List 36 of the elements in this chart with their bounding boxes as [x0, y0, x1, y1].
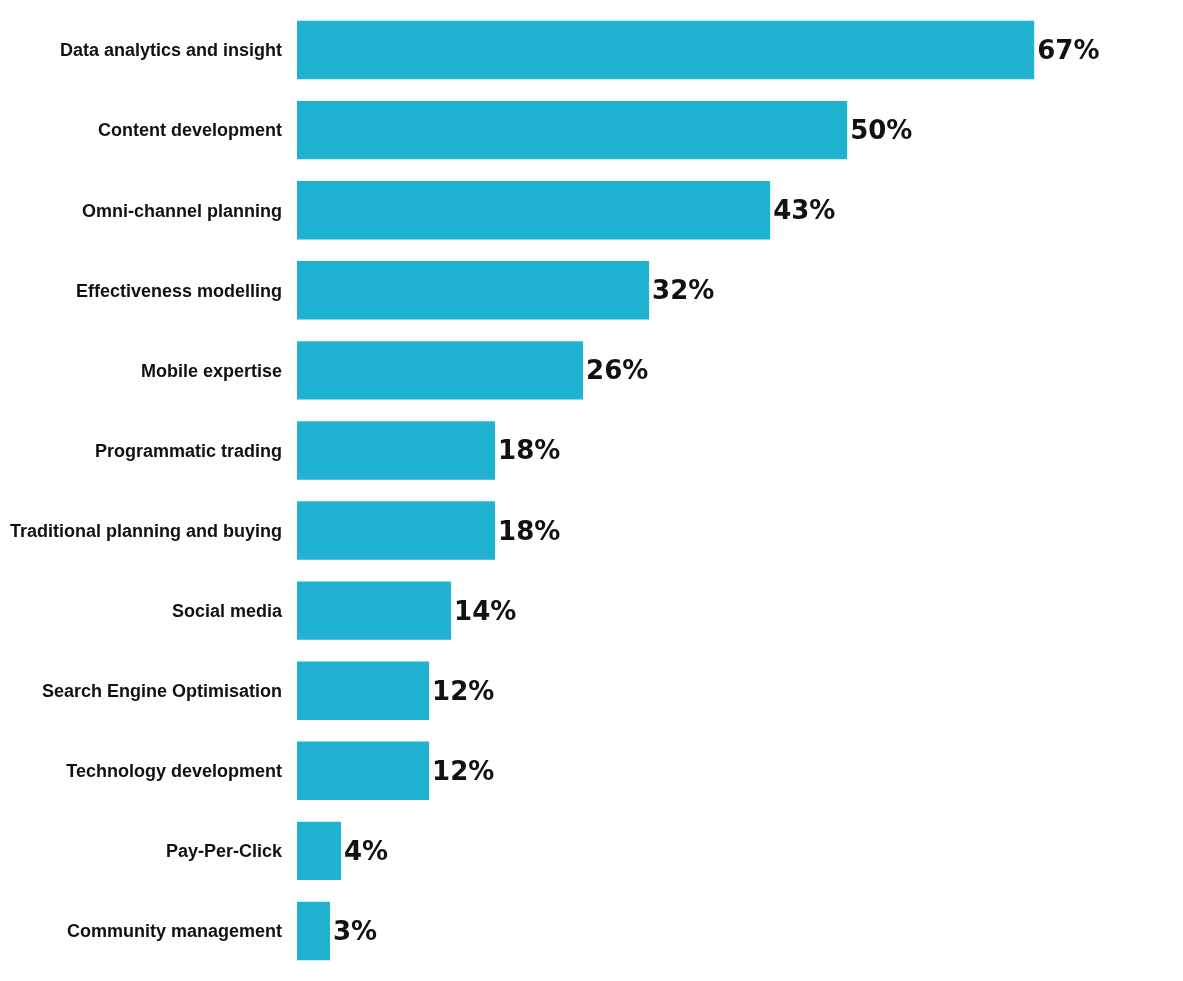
- data-label: 43%: [773, 195, 836, 226]
- data-label: 67%: [1037, 35, 1100, 66]
- bar: [297, 341, 584, 400]
- y-tick-label: Content development: [97, 120, 282, 141]
- bar: [297, 261, 650, 320]
- bar: [297, 581, 452, 640]
- y-tick-label: Programmatic trading: [94, 440, 282, 461]
- bar: [297, 501, 496, 560]
- data-label: 50%: [850, 115, 913, 146]
- y-tick-label: Social media: [171, 600, 283, 621]
- y-tick-label: Pay-Per-Click: [165, 841, 283, 862]
- data-label: 18%: [498, 435, 561, 466]
- data-label: 18%: [498, 515, 561, 546]
- y-tick-label: Community management: [66, 921, 282, 942]
- data-label: 14%: [454, 595, 517, 626]
- y-tick-label: Omni-channel planning: [81, 200, 282, 221]
- y-tick-label: Effectiveness modelling: [75, 280, 282, 301]
- y-tick-label: Technology development: [66, 761, 282, 782]
- bar: [297, 741, 430, 801]
- bar: [297, 100, 848, 160]
- data-label: 12%: [432, 755, 495, 786]
- y-tick-label: Search Engine Optimisation: [41, 681, 282, 702]
- bar: [297, 20, 1035, 80]
- y-tick-label: Mobile expertise: [140, 360, 282, 381]
- bar: [297, 180, 771, 240]
- bar: [297, 421, 496, 480]
- y-tick-label: Data analytics and insight: [59, 40, 282, 61]
- bar: [297, 661, 430, 720]
- y-tick-label: Traditional planning and buying: [10, 520, 282, 541]
- data-label: 26%: [586, 355, 649, 386]
- bar: [297, 821, 342, 881]
- data-label: 4%: [344, 835, 389, 866]
- bar: [297, 901, 331, 961]
- data-label: 32%: [652, 275, 715, 306]
- data-label: 12%: [432, 675, 495, 706]
- data-label: 3%: [333, 915, 378, 946]
